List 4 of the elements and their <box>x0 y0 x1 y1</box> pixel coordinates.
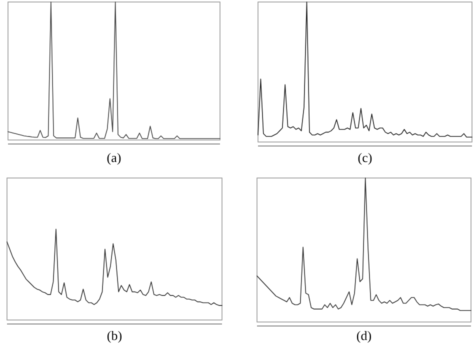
x-axis-title: (c) <box>358 150 372 165</box>
x-axis-title: (d) <box>356 328 372 343</box>
x-axis-title: (a) <box>106 150 122 165</box>
x-axis-title: (b) <box>106 328 122 343</box>
